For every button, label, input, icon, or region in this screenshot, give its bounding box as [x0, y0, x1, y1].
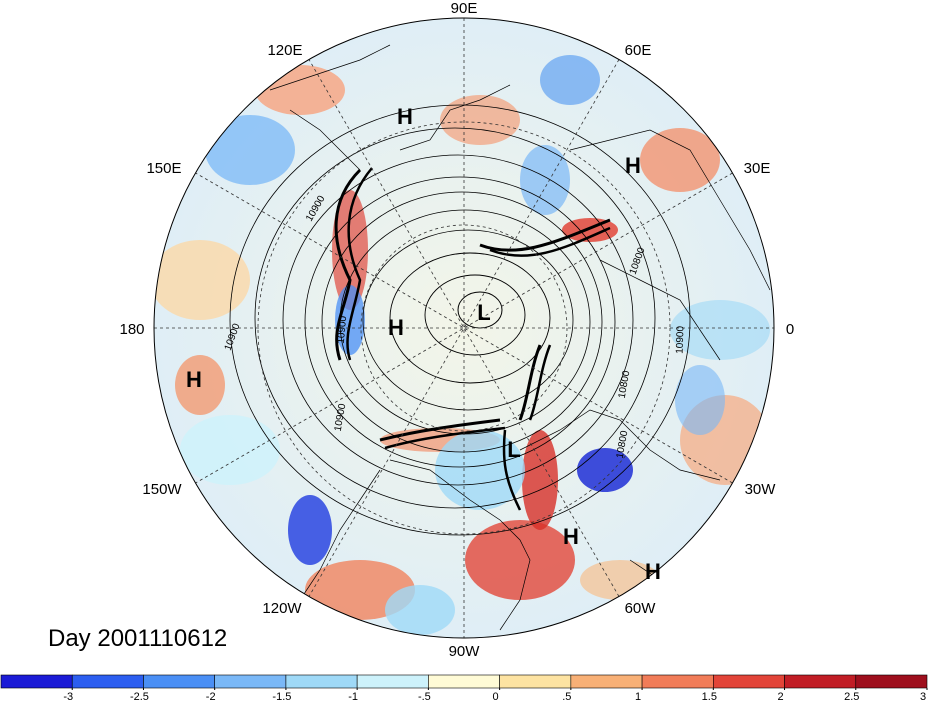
lon-label-0: 0: [786, 321, 794, 338]
colorbar-tick-label: -.5: [418, 691, 431, 702]
lon-label-150w: 150W: [142, 481, 182, 498]
colorbar-swatch: [214, 674, 287, 689]
colorbar-swatch: [143, 674, 215, 689]
colorbar-swatch: [855, 674, 928, 689]
colorbar-tick-label: -1.5: [272, 691, 291, 702]
high-pressure-label: H: [397, 104, 413, 129]
anomaly-field: [154, 18, 774, 638]
high-pressure-label: H: [563, 524, 579, 549]
lon-label-60e: 60E: [625, 42, 652, 59]
colorbar-tick-label: 0: [493, 691, 499, 702]
colorbar-swatch: [641, 674, 714, 689]
high-pressure-label: H: [186, 367, 202, 392]
contour-label: 10900: [336, 315, 349, 344]
lon-label-30w: 30W: [745, 481, 777, 498]
low-pressure-label: L: [507, 437, 520, 462]
colorbar-swatch: [784, 674, 857, 689]
contour-label: 10800: [615, 429, 631, 459]
map-boundary: [153, 17, 775, 639]
lon-label-180: 180: [119, 321, 144, 338]
colorbar-tick-label: -2: [206, 691, 216, 702]
colorbar-swatch: [0, 674, 73, 689]
contour-label: 10900: [675, 325, 687, 354]
colorbar-swatch: [428, 674, 500, 689]
lon-label-60w: 60W: [625, 600, 657, 617]
lon-label-90e: 90E: [451, 0, 478, 17]
colorbar: -3 -2.5 -2 -1.5 -1 -.5 0 .5 1 1.5 2 2.5 3: [0, 674, 928, 703]
colorbar-tick-label: -2.5: [130, 691, 149, 702]
colorbar-tick-label: 2.5: [844, 691, 859, 702]
contour-label: 10900: [333, 402, 349, 432]
high-pressure-label: H: [625, 153, 641, 178]
low-pressure-label: L: [477, 300, 490, 325]
colorbar-tick-label: 1: [635, 691, 641, 702]
colorbar-tick-label: -1: [348, 691, 358, 702]
longitude-labels: 90E 60E 30E 0 30W 60W 90W 120W 150W 180 …: [119, 0, 794, 660]
colorbar-swatch: [285, 674, 358, 689]
colorbar-swatch: [356, 674, 429, 689]
colorbar-tick-label: 2: [777, 691, 783, 702]
colorbar-tick-label: .5: [562, 691, 571, 702]
colorbar-swatch: [499, 674, 572, 689]
high-pressure-label: H: [388, 315, 404, 340]
colorbar-swatch: [71, 674, 144, 689]
high-pressure-label: H: [645, 559, 661, 584]
graticule: [154, 18, 774, 638]
contour-label: 10800: [617, 369, 633, 399]
colorbar-swatch: [713, 674, 785, 689]
lon-label-90w: 90W: [449, 643, 481, 660]
lon-label-30e: 30E: [744, 160, 771, 177]
colorbar-tick-label: 1.5: [702, 691, 717, 702]
lon-label-120e: 120E: [267, 42, 302, 59]
day-label: Day 2001110612: [48, 625, 227, 652]
lon-label-150e: 150E: [146, 160, 181, 177]
colorbar-tick-label: 3: [920, 691, 926, 702]
colorbar-swatch: [570, 674, 643, 689]
lon-label-120w: 120W: [262, 600, 302, 617]
colorbar-tick-label: -3: [63, 691, 73, 702]
pressure-systems: H H H L H L H H: [186, 104, 661, 584]
